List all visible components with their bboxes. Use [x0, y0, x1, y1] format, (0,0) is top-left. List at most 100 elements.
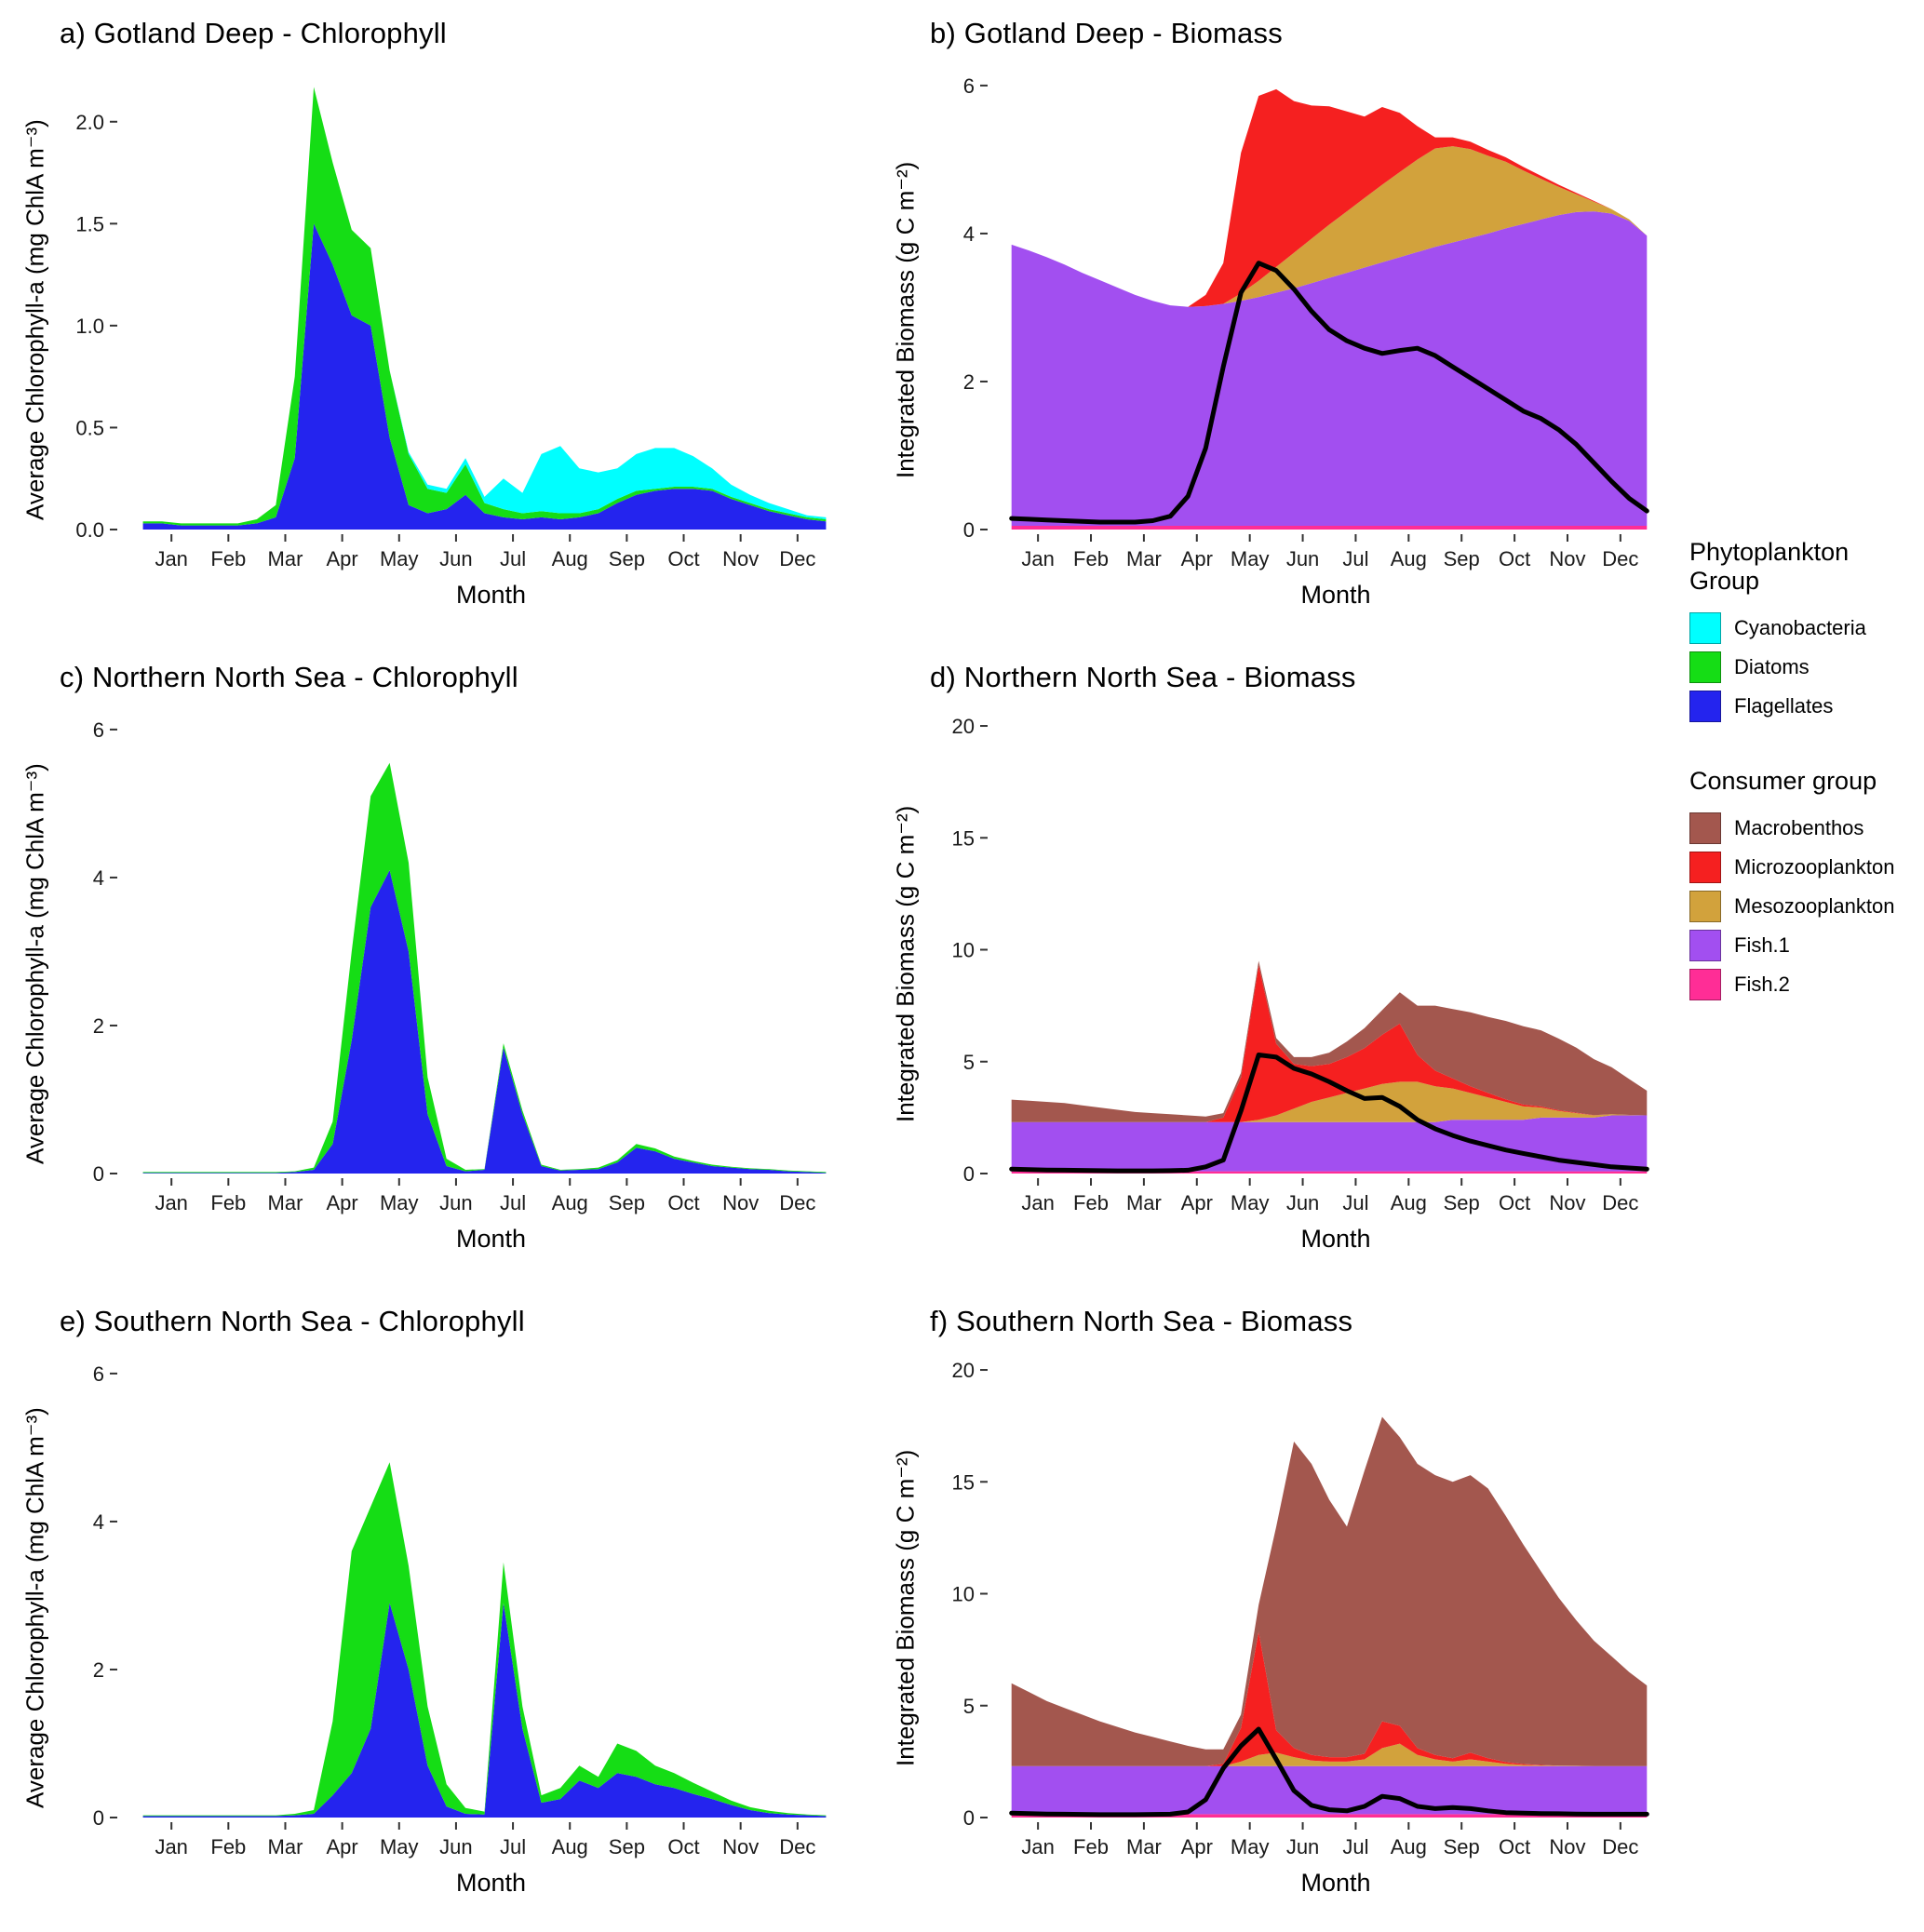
svg-text:Mar: Mar	[268, 1835, 303, 1858]
svg-text:Jan: Jan	[1021, 547, 1054, 570]
panel-c-svg: Jan Feb Mar Apr May Jun Jul Aug Sep Oct Nov Dec 0 2 4 6	[93, 718, 827, 1214]
svg-text:Nov: Nov	[1549, 1191, 1585, 1214]
panel-b-svg: Jan Feb Mar Apr May Jun Jul Aug Sep Oct Nov Dec 0 2 4 6	[963, 74, 1649, 570]
svg-text:Mar: Mar	[1126, 1835, 1162, 1858]
legend-item-flagellates: Flagellates	[1689, 691, 1924, 722]
legend-items-phytoplankton: Cyanobacteria Diatoms Flagellates	[1689, 612, 1924, 722]
panel-f-svg: Jan Feb Mar Apr May Jun Jul Aug Sep Oct Nov Dec 0 5 10…	[952, 1359, 1649, 1858]
area-diatoms	[142, 87, 827, 526]
panel-d-ylabel: Integrated Biomass (g C m⁻²)	[891, 805, 920, 1123]
svg-text:Nov: Nov	[722, 1835, 759, 1858]
legend-title-consumer: Consumer group	[1689, 767, 1877, 795]
svg-text:5: 5	[963, 1051, 975, 1074]
panel-d-title: d) Northern North Sea - Biomass	[930, 661, 1356, 693]
panel-f-xlabel: Month	[1300, 1869, 1371, 1897]
svg-text:20: 20	[952, 715, 975, 738]
svg-text:Sep: Sep	[1444, 1191, 1480, 1214]
legend-item-mesozooplankton: Mesozooplankton	[1689, 891, 1924, 922]
svg-text:5: 5	[963, 1695, 975, 1718]
svg-text:Sep: Sep	[1444, 547, 1480, 570]
svg-text:Dec: Dec	[1602, 547, 1638, 570]
svg-text:Jan: Jan	[155, 547, 187, 570]
svg-text:20: 20	[952, 1359, 975, 1382]
svg-text:6: 6	[93, 718, 104, 742]
legend-swatch	[1689, 812, 1721, 844]
svg-text:2: 2	[963, 370, 975, 394]
x-axis: Jan Feb Mar Apr May Jun Jul Aug Sep Oct Nov Dec	[1021, 534, 1638, 570]
svg-text:Dec: Dec	[779, 1191, 815, 1214]
svg-text:Jan: Jan	[1021, 1835, 1054, 1858]
legend-item-label: Fish.2	[1734, 973, 1790, 996]
legend-swatch	[1689, 651, 1721, 683]
area-flagellates	[142, 870, 827, 1174]
area-diatoms	[142, 1462, 827, 1817]
overlay-line	[1009, 261, 1649, 525]
panel-c-ylabel: Average Chlorophyll-a (mg ChlA m⁻³)	[20, 763, 49, 1165]
overlay-line	[1009, 1053, 1649, 1174]
svg-text:Oct: Oct	[1499, 1191, 1530, 1214]
svg-text:Mar: Mar	[1126, 547, 1162, 570]
area-cyanobacteria	[142, 87, 827, 524]
legend-item-microzooplankton: Microzooplankton	[1689, 852, 1924, 883]
svg-text:Mar: Mar	[268, 1191, 303, 1214]
svg-text:Aug: Aug	[1391, 1191, 1427, 1214]
area-macrobenthos	[1011, 1416, 1648, 1766]
panel-e-xlabel: Month	[455, 1869, 527, 1897]
panel-d-plot: Jan Feb Mar Apr May Jun Jul Aug Sep Oct Nov Dec 0 5 10…	[926, 704, 1684, 1225]
panel-d-xlabel: Month	[1300, 1225, 1371, 1253]
svg-text:Feb: Feb	[210, 547, 246, 570]
legend-item-label: Macrobenthos	[1734, 816, 1864, 839]
svg-text:Nov: Nov	[1549, 1835, 1585, 1858]
svg-text:Feb: Feb	[1073, 1835, 1109, 1858]
x-axis: Jan Feb Mar Apr May Jun Jul Aug Sep Oct Nov Dec	[155, 534, 815, 570]
y-axis: 0 2 4 6	[93, 1362, 117, 1830]
svg-text:Jan: Jan	[1021, 1191, 1054, 1214]
panel-b-xlabel: Month	[1300, 581, 1371, 609]
panel-f-title: f) Southern North Sea - Biomass	[930, 1305, 1353, 1337]
svg-text:May: May	[1231, 1835, 1270, 1858]
svg-text:4: 4	[93, 866, 104, 890]
svg-text:15: 15	[952, 1470, 975, 1494]
legend-item-label: Diatoms	[1734, 655, 1810, 678]
panel-c: c) Northern North Sea - Chlorophyll Aver…	[0, 644, 870, 1288]
svg-text:May: May	[380, 547, 419, 570]
svg-text:Feb: Feb	[210, 1835, 246, 1858]
svg-text:Jun: Jun	[439, 547, 472, 570]
svg-text:Sep: Sep	[609, 547, 645, 570]
svg-text:Oct: Oct	[667, 547, 699, 570]
panel-b-title: b) Gotland Deep - Biomass	[930, 17, 1283, 49]
svg-text:Apr: Apr	[1181, 547, 1213, 570]
svg-text:0: 0	[963, 1806, 975, 1830]
svg-text:Nov: Nov	[722, 1191, 759, 1214]
svg-text:Dec: Dec	[1602, 1191, 1638, 1214]
svg-text:0: 0	[963, 518, 975, 542]
svg-text:Aug: Aug	[552, 1835, 588, 1858]
svg-text:Jul: Jul	[1342, 547, 1368, 570]
area-fish-2	[1011, 526, 1648, 530]
legend-item-label: Microzooplankton	[1734, 855, 1895, 879]
panel-a-xlabel: Month	[455, 581, 527, 609]
legend-item-label: Fish.1	[1734, 933, 1790, 957]
svg-text:Dec: Dec	[1602, 1835, 1638, 1858]
panel-e-plot: Jan Feb Mar Apr May Jun Jul Aug Sep Oct Nov Dec 0 2 4 6	[56, 1348, 865, 1869]
svg-text:Feb: Feb	[1073, 1191, 1109, 1214]
panel-a: a) Gotland Deep - Chlorophyll Average Ch…	[0, 0, 870, 644]
svg-text:Jan: Jan	[155, 1191, 187, 1214]
svg-text:6: 6	[963, 74, 975, 98]
legend-title-phytoplankton: Phytoplankton Group	[1689, 538, 1850, 595]
area-microzooplankton	[1011, 88, 1648, 307]
svg-text:10: 10	[952, 1583, 975, 1606]
area-fish-1	[1011, 1115, 1648, 1172]
panel-a-title: a) Gotland Deep - Chlorophyll	[60, 17, 447, 49]
svg-text:May: May	[380, 1835, 419, 1858]
svg-text:Apr: Apr	[327, 547, 358, 570]
svg-text:Sep: Sep	[609, 1835, 645, 1858]
svg-text:Feb: Feb	[1073, 547, 1109, 570]
y-axis: 0.0 0.5 1.0 1.5 2.0	[75, 111, 117, 542]
area-macrobenthos	[1011, 960, 1648, 1122]
svg-text:May: May	[380, 1191, 419, 1214]
svg-text:Jun: Jun	[439, 1191, 472, 1214]
svg-text:Mar: Mar	[1126, 1191, 1162, 1214]
svg-text:0.5: 0.5	[75, 416, 104, 439]
